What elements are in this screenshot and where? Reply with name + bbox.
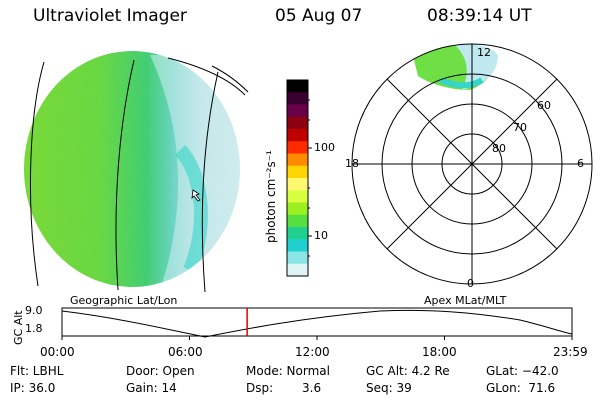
geographic-label: Geographic Lat/Lon <box>70 294 178 307</box>
colorbar-cell <box>287 239 308 252</box>
status-seq: Seq: 39 <box>366 381 412 395</box>
status-gc-alt: GC Alt: 4.2 Re <box>366 364 450 378</box>
mlt-label-6: 6 <box>577 157 584 170</box>
colorbar-cell <box>287 190 308 203</box>
altitude-curve <box>61 309 573 338</box>
colorbar-cell <box>287 80 308 93</box>
mlat-label-70: 70 <box>513 121 527 134</box>
instrument-title: Ultraviolet Imager <box>33 6 187 26</box>
station-marker <box>191 189 201 202</box>
longitude-lines <box>29 57 249 293</box>
status-ip: IP: 36.0 <box>10 381 56 395</box>
colorbar-cell <box>287 263 308 277</box>
time-label: 08:39:14 UT <box>427 6 532 26</box>
colorbar-cell <box>287 153 308 167</box>
colorbar-cell <box>287 214 308 228</box>
polar-uv-coverage <box>412 44 498 90</box>
timeline-ytick-top: 9.0 <box>25 304 43 317</box>
colorbar-cell <box>287 165 308 179</box>
colorbar-cell <box>287 251 308 265</box>
colorbar-tick-10: 10 <box>314 229 328 242</box>
status-glon: GLon: 71.6 <box>486 381 556 395</box>
mlt-label-12: 12 <box>477 46 491 59</box>
mlat-label-60: 60 <box>537 99 551 112</box>
colorbar-cell <box>287 92 308 105</box>
colorbar-cell <box>287 141 308 154</box>
colorbar-cell <box>287 202 308 216</box>
status-door: Door: Open <box>126 364 195 378</box>
colorbar-cell <box>287 129 308 142</box>
mlt-label-0: 0 <box>467 277 474 290</box>
colorbar-cell <box>287 116 308 130</box>
colorbar-cell <box>287 178 308 191</box>
timeline-xtick-3: 18:00 <box>422 345 457 359</box>
timeline-xtick-0: 00:00 <box>40 345 75 359</box>
status-dsp-value: 3.6 <box>302 381 322 395</box>
colorbar-tick-100: 100 <box>314 141 335 154</box>
timeline-xtick-4: 23:59 <box>553 345 588 359</box>
status-flt: Flt: LBHL <box>10 364 64 378</box>
timeline-xtick-2: 12:00 <box>295 345 330 359</box>
status-dsp-label: Dsp: <box>246 381 274 395</box>
apex-label: Apex MLat/MLT <box>424 294 507 307</box>
status-gain: Gain: 14 <box>126 381 177 395</box>
mlt-label-18: 18 <box>345 157 359 170</box>
date-label: 05 Aug 07 <box>275 6 363 26</box>
timeline-ytick-bottom: 1.8 <box>25 322 43 335</box>
timeline-xtick-1: 06:00 <box>168 345 203 359</box>
colorbar-cell <box>287 227 308 240</box>
mlat-label-80: 80 <box>492 142 506 155</box>
status-mode: Mode: Normal <box>246 364 330 378</box>
status-glat: GLat: −42.0 <box>486 364 559 378</box>
colorbar-cell <box>287 104 308 118</box>
uv-disc <box>24 51 240 287</box>
